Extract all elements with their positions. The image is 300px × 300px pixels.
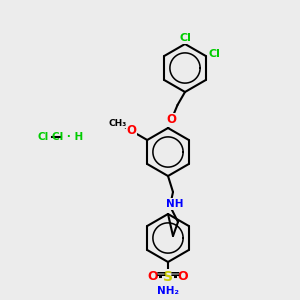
Text: O: O (127, 124, 136, 137)
Text: =: = (170, 268, 180, 281)
Text: O: O (148, 271, 158, 284)
Text: O: O (178, 271, 188, 284)
Text: Cl: Cl (179, 33, 191, 43)
Text: Cl: Cl (38, 132, 49, 142)
Text: Cl: Cl (209, 49, 221, 59)
Text: CH₃: CH₃ (109, 118, 127, 127)
Text: Cl · H: Cl · H (52, 132, 83, 142)
Text: =: = (156, 268, 166, 281)
Text: S: S (163, 270, 173, 284)
Text: NH: NH (166, 199, 184, 209)
Text: O: O (166, 113, 176, 126)
Text: NH₂: NH₂ (157, 286, 179, 296)
